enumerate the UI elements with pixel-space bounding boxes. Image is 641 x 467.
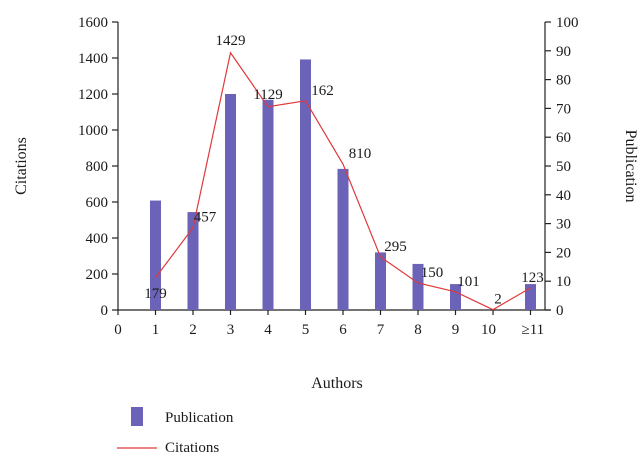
y2-tick-label: 50 [556, 159, 571, 175]
y2-tick-label: 30 [556, 217, 571, 233]
publication-bar [525, 284, 536, 310]
publication-bar [262, 99, 274, 310]
publication-bar [337, 168, 349, 310]
y2-axis-title: Publication [622, 130, 639, 203]
citations-data-label: 295 [384, 239, 407, 255]
x-tick-label: 1 [152, 322, 160, 338]
y-axis-title: Citations [13, 137, 30, 195]
citations-data-label: 162 [311, 83, 334, 99]
y-tick-label: 200 [86, 267, 109, 283]
citations-data-label: 810 [349, 146, 372, 162]
x-tick-label: 3 [227, 322, 235, 338]
citations-data-label: 1129 [253, 87, 282, 103]
x-tick-label: 5 [302, 322, 310, 338]
x-tick-label: 8 [414, 322, 422, 338]
publication-bar [412, 263, 424, 310]
publication-bar [300, 59, 311, 310]
y-tick-label: 1600 [78, 15, 108, 31]
y2-tick-label: 20 [556, 245, 571, 261]
publication-bar [150, 200, 161, 310]
x-tick-label: 6 [339, 322, 347, 338]
y2-tick-label: 0 [556, 303, 564, 319]
y2-tick-label: 60 [556, 130, 571, 146]
data-labels: 179 457 1429 1129 162 810 295 150 101 2 123 [144, 33, 544, 308]
x-tick-label: ≥11 [522, 322, 545, 338]
y2-tick-label: 40 [556, 188, 571, 204]
y-tick-label: 400 [86, 231, 109, 247]
citations-data-label: 101 [457, 274, 480, 290]
y-tick-label: 1000 [78, 123, 108, 139]
x-tick-label: 2 [189, 322, 197, 338]
axes: 0200400600800100012001400160001020304050… [78, 15, 579, 338]
y2-tick-label: 70 [556, 101, 571, 117]
bars [150, 59, 536, 310]
legend: Publication Citations [117, 407, 234, 456]
publication-bar [225, 94, 236, 310]
x-tick-label: 7 [377, 322, 385, 338]
y2-tick-label: 10 [556, 274, 571, 290]
citations-data-label: 150 [421, 265, 444, 281]
x-tick-label: 9 [452, 322, 460, 338]
x-tick-label: 0 [114, 322, 122, 338]
x-axis-title: Authors [311, 375, 363, 392]
publication-bar [187, 212, 199, 310]
citations-line-group [155, 51, 531, 311]
y-tick-label: 800 [86, 159, 109, 175]
citations-line [155, 51, 531, 311]
citations-data-label: 179 [144, 286, 167, 302]
y-tick-label: 1200 [78, 87, 108, 103]
publication-bar [375, 252, 386, 310]
citations-data-label: 1429 [216, 33, 246, 49]
y2-tick-label: 80 [556, 73, 571, 89]
x-tick-label: 10 [481, 322, 496, 338]
publication-bar [450, 284, 461, 310]
y-tick-label: 0 [101, 303, 109, 319]
x-tick-label: 4 [264, 322, 272, 338]
citations-data-label: 2 [494, 292, 502, 308]
y-tick-label: 600 [86, 195, 109, 211]
legend-citations-label: Citations [165, 440, 219, 456]
y2-tick-label: 90 [556, 44, 571, 60]
y2-tick-label: 100 [556, 15, 579, 31]
legend-publication-label: Publication [165, 410, 234, 426]
y-tick-label: 1400 [78, 51, 108, 67]
citations-data-label: 457 [194, 210, 217, 226]
citations-data-label: 123 [521, 270, 544, 286]
legend-publication-swatch [131, 407, 143, 426]
